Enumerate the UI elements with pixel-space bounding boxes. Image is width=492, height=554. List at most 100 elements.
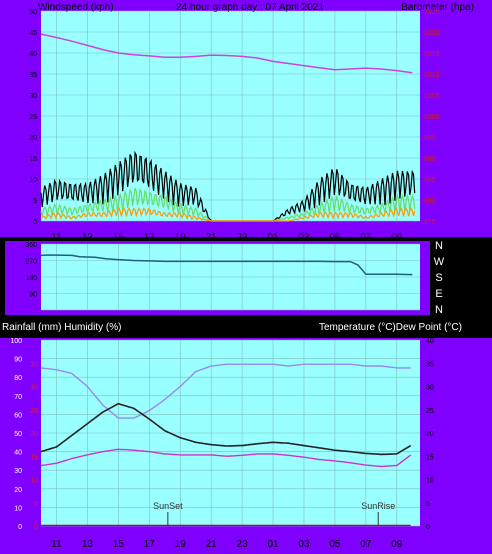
x-tick-label: 07: [360, 539, 372, 550]
compass-label: E: [435, 288, 442, 300]
windspeed-tick-label: 35: [29, 72, 37, 79]
x-tick-label: 13: [82, 232, 94, 243]
humidity-tick-label: 20: [14, 487, 22, 494]
temperature-tick-label: 25: [426, 408, 434, 415]
humidity-tick-label: 40: [14, 450, 22, 457]
direction-line: [40, 254, 413, 276]
temperature-tick-label: 35: [426, 361, 434, 368]
barometer-tick-label: 980: [424, 198, 436, 205]
dew-point-line: [40, 448, 412, 468]
x-tick-label: 21: [206, 539, 218, 550]
temperature-tick-label: 30: [426, 385, 434, 392]
barometer-axis-label: Barometer (hpa): [401, 2, 474, 13]
barometer-tick-label: 1000: [424, 114, 440, 121]
temperature-tick-label: 15: [426, 454, 434, 461]
windspeed-tick-label: 15: [29, 156, 37, 163]
windspeed-tick-label: 45: [29, 30, 37, 37]
compass-label: N: [435, 304, 443, 316]
compass-strip: [430, 237, 492, 316]
chart-title: 24 hour graph day : 07 April 2021: [176, 2, 324, 13]
barometer-tick-label: 975: [424, 219, 436, 226]
humidity-tick-label: 70: [14, 394, 22, 401]
x-tick-label: 23: [237, 232, 249, 243]
lower-header-strip: [0, 316, 492, 338]
x-tick-label: 13: [82, 539, 94, 550]
temperature-tick-label: 20: [426, 431, 434, 438]
rainfall-tick-label: 20: [30, 431, 38, 438]
x-tick-label: 05: [329, 232, 341, 243]
temperature-axis-ticks: 11 13 15 17 19 21 23 01 03 05 07 090102030405060708…: [10, 338, 434, 550]
temperature-tick-label: 10: [426, 478, 434, 485]
windspeed-tick-label: 5: [33, 198, 37, 205]
barometer-tick-label: 985: [424, 177, 436, 184]
windspeed-tick-label: 20: [29, 135, 37, 142]
rainfall-tick-label: 25: [30, 408, 38, 415]
temperature-tick-label: 5: [426, 501, 430, 508]
temp-dew-axis-label: Temperature (°C)Dew Point (°C): [319, 322, 462, 333]
wind-series: [40, 33, 416, 222]
temperature-tick-label: 40: [426, 338, 434, 345]
rainfall-tick-label: 10: [30, 478, 38, 485]
x-tick-label: 11: [51, 232, 62, 243]
sunset-label: SunSet: [153, 501, 183, 511]
x-tick-label: 15: [113, 232, 125, 243]
direction-tick-label: 180: [25, 275, 37, 282]
compass-label: N: [435, 240, 443, 252]
barometer-line: [40, 33, 413, 74]
barometer-tick-label: 995: [424, 135, 436, 142]
x-tick-label: 09: [391, 232, 403, 243]
rainfall-tick-label: 5: [34, 501, 38, 508]
x-tick-label: 23: [237, 539, 249, 550]
windspeed-axis-label: Windspeed (kph): [38, 2, 114, 13]
compass-label: S: [435, 272, 442, 284]
humidity-line: [40, 363, 411, 419]
humidity-tick-label: 10: [14, 505, 22, 512]
windspeed-tick-label: 25: [29, 114, 37, 121]
barometer-tick-label: 1025: [424, 9, 440, 16]
humidity-tick-label: 0: [18, 524, 22, 531]
x-tick-label: 09: [391, 539, 403, 550]
rainfall-tick-label: 0: [34, 524, 38, 531]
humidity-tick-label: 60: [14, 412, 22, 419]
x-tick-label: 15: [113, 539, 125, 550]
compass-label: W: [434, 256, 445, 268]
direction-tick-label: 270: [25, 259, 37, 266]
humidity-tick-label: 30: [14, 468, 22, 475]
x-tick-label: 11: [51, 539, 62, 550]
barometer-tick-label: 990: [424, 156, 436, 163]
humidity-tick-label: 90: [14, 357, 22, 364]
x-tick-label: 19: [175, 539, 187, 550]
wind-low-line: [40, 207, 416, 222]
x-tick-label: 03: [298, 232, 310, 243]
temperature-series: SunSet SunRise: [40, 363, 412, 527]
direction-grid: [41, 243, 420, 311]
windspeed-tick-label: 40: [29, 51, 37, 58]
barometer-tick-label: 1010: [424, 72, 440, 79]
x-tick-label: 01: [267, 232, 279, 243]
sunrise-label: SunRise: [361, 501, 395, 511]
barometer-tick-label: 1005: [424, 93, 440, 100]
direction-tick-label: 360: [25, 242, 37, 249]
temperature-tick-label: 0: [426, 524, 430, 531]
windspeed-tick-label: 0: [33, 219, 37, 226]
x-tick-label: 01: [267, 539, 279, 550]
rainfall-tick-label: 35: [30, 361, 38, 368]
x-tick-label: 21: [206, 232, 218, 243]
x-tick-label: 19: [175, 232, 187, 243]
x-tick-label: 05: [329, 539, 341, 550]
temperature-line: [40, 402, 412, 456]
x-tick-label: 07: [360, 232, 372, 243]
barometer-tick-label: 1020: [424, 30, 440, 37]
x-tick-label: 17: [144, 232, 156, 243]
barometer-tick-label: 1015: [424, 51, 440, 58]
windspeed-tick-label: 10: [29, 177, 37, 184]
rainfall-tick-label: 30: [30, 385, 38, 392]
humidity-tick-label: 50: [14, 431, 22, 438]
windspeed-tick-label: 50: [29, 9, 37, 16]
rainfall-tick-label: 15: [30, 454, 38, 461]
direction-tick-label: 90: [29, 292, 37, 299]
direction-series: [40, 254, 413, 276]
humidity-tick-label: 80: [14, 375, 22, 382]
